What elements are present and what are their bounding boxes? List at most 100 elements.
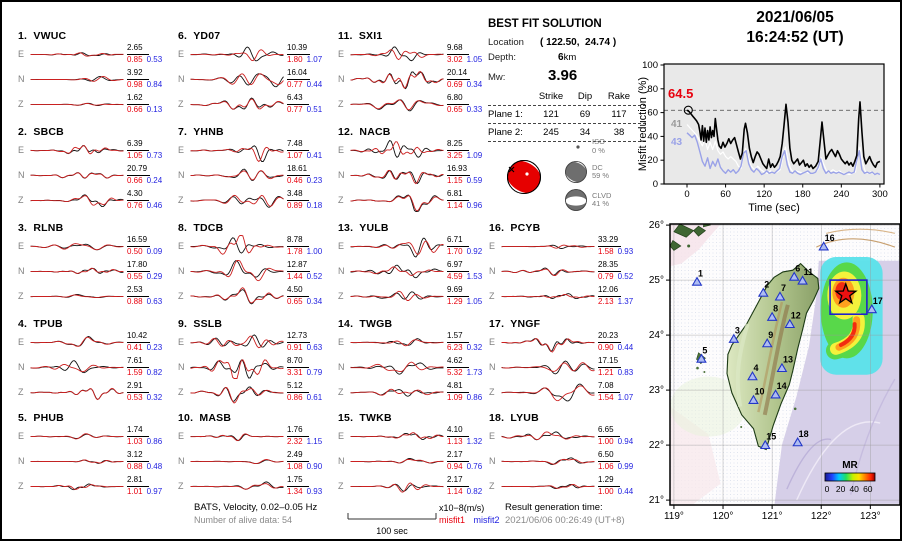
map-lon-label: 120° [713, 511, 734, 522]
fit-values: 3.12 0.88 0.48 [127, 450, 162, 472]
synthetic-trace [350, 70, 444, 89]
component-label: Z [18, 481, 24, 491]
map-station-triangle-15 [759, 439, 771, 450]
waveform-trace [190, 260, 284, 282]
misfit1-value: 0.55 [127, 271, 143, 281]
component-label: N [18, 266, 25, 276]
synthetic-trace [350, 99, 444, 111]
synthetic-trace [501, 293, 595, 299]
map-lat-label: 23° [649, 385, 664, 396]
component-label: Z [489, 291, 495, 301]
map-lat-label: 26° [649, 220, 664, 231]
amplitude-value: 1.75 [287, 475, 309, 487]
waveform-trace [350, 264, 444, 279]
synthetic-trace [501, 385, 595, 402]
component-row-n: N 3.92 0.98 0.84 [18, 67, 170, 92]
map-station-triangle-2 [757, 287, 769, 297]
station-block-tpub: 4. TPUB E 10.42 0.41 0.23 N 7.61 1.59 0.82 Z 2.91 0… [18, 318, 170, 405]
synthetic-trace [350, 388, 444, 396]
synthetic-trace [30, 52, 124, 57]
amplitude-value: 6.71 [447, 235, 469, 247]
misfit2-value: 0.79 [306, 367, 323, 377]
misfit2-value: 0.29 [146, 271, 163, 281]
y-axis-title: Misfit reduction (%) [638, 77, 649, 171]
component-label: Z [338, 481, 344, 491]
fit-values: 10.42 0.41 0.23 [127, 331, 162, 353]
component-row-z: Z 9.69 1.29 1.05 [338, 284, 490, 309]
plot-background [664, 64, 884, 184]
scalebar-icon [347, 513, 437, 520]
waveform-trace [350, 99, 444, 112]
component-row-e: E 10.42 0.41 0.23 [18, 330, 170, 355]
fit-values: 17.80 0.55 0.29 [127, 260, 162, 282]
map-station-triangle-5 [696, 353, 707, 363]
synthetic-trace [190, 73, 284, 86]
component-label: N [18, 170, 25, 180]
component-label: E [489, 431, 496, 441]
synthetic-trace [190, 260, 284, 282]
synthetic-trace [501, 483, 595, 489]
station-title: 5. PHUB [18, 412, 64, 424]
misfit1-value: 1.58 [598, 246, 614, 256]
fit-values: 2.91 0.53 0.32 [127, 381, 162, 403]
synthetic-trace [190, 49, 284, 62]
fit-values: 1.76 2.32 1.15 [287, 425, 322, 447]
component-row-e: E 9.68 3.02 1.05 [338, 42, 490, 67]
component-label: N [18, 456, 25, 466]
annotation-41: 41 [671, 119, 683, 130]
misfit1-value: 0.91 [287, 342, 303, 352]
component-label: E [489, 241, 496, 251]
focal-mechanism-beachball-icon [507, 160, 541, 194]
station-title: 9. SSLB [178, 318, 223, 330]
component-label: N [489, 362, 496, 372]
map-station-number-14: 14 [777, 381, 787, 391]
waveform-trace [190, 145, 284, 163]
waveform-trace [350, 290, 444, 301]
component-row-z: Z 5.12 0.86 0.61 [178, 380, 330, 405]
misfit1-value: 0.89 [287, 200, 303, 210]
misfit1-value: 1.03 [127, 436, 143, 446]
misfit1-value: 1.07 [287, 150, 303, 160]
waveform-trace [350, 388, 444, 397]
station-block-pcyb: 16. PCYB E 33.29 1.58 0.93 N 28.35 0.79 0.52 Z 12.… [489, 222, 641, 309]
synthetic-trace [190, 459, 284, 465]
plane1-row: Plane 1: 121 69 117 [488, 106, 646, 124]
component-row-e: E 10.39 1.80 1.07 [178, 42, 330, 67]
waveform-trace [190, 334, 284, 349]
station-block-sslb: 9. SSLB E 12.73 0.91 0.63 N 8.70 3.31 0.79 Z 5.12 0… [178, 318, 330, 405]
observed-trace [190, 433, 284, 442]
synthetic-trace [30, 172, 124, 179]
misfit1-value: 1.01 [127, 486, 143, 496]
component-row-e: E 12.73 0.91 0.63 [178, 330, 330, 355]
component-label: E [489, 337, 496, 347]
misfit2-value: 0.97 [146, 486, 163, 496]
station-block-masb: 10. MASB E 1.76 2.32 1.15 N 2.49 1.08 0.90 Z 1.75 1… [178, 412, 330, 499]
map-station-triangle-17 [866, 303, 878, 314]
observed-trace [190, 260, 284, 278]
component-row-n: N 6.50 1.06 0.99 [489, 449, 641, 474]
waveform-trace [501, 483, 595, 490]
x-tick-label: 240 [833, 189, 849, 200]
observed-trace [190, 145, 284, 162]
component-row-z: Z 6.81 1.14 0.96 [338, 188, 490, 213]
misfit1-value: 0.76 [127, 200, 143, 210]
observed-trace [350, 362, 444, 375]
misfit1-value: 1.34 [287, 486, 303, 496]
misfit1-value: 0.46 [287, 175, 303, 185]
misfit2-value: 0.32 [146, 392, 163, 402]
clvd-label: CLVD [592, 190, 612, 200]
misfit1-value: 0.90 [598, 342, 614, 352]
misfit2-value: 0.51 [306, 104, 323, 114]
component-label: E [338, 49, 345, 59]
component-label: N [338, 266, 345, 276]
iso-symbol-icon [576, 144, 580, 149]
waveform-trace [30, 145, 124, 155]
misfit1-value: 1.05 [127, 150, 143, 160]
col-strike: Strike [538, 91, 564, 102]
misfit1-value: 1.54 [598, 392, 614, 402]
waveform-trace [350, 458, 444, 464]
component-row-z: Z 6.80 0.65 0.33 [338, 92, 490, 117]
fit-values: 3.48 0.89 0.18 [287, 189, 322, 211]
amplitude-value: 7.48 [287, 139, 309, 151]
map-station-triangle-6 [788, 271, 800, 281]
